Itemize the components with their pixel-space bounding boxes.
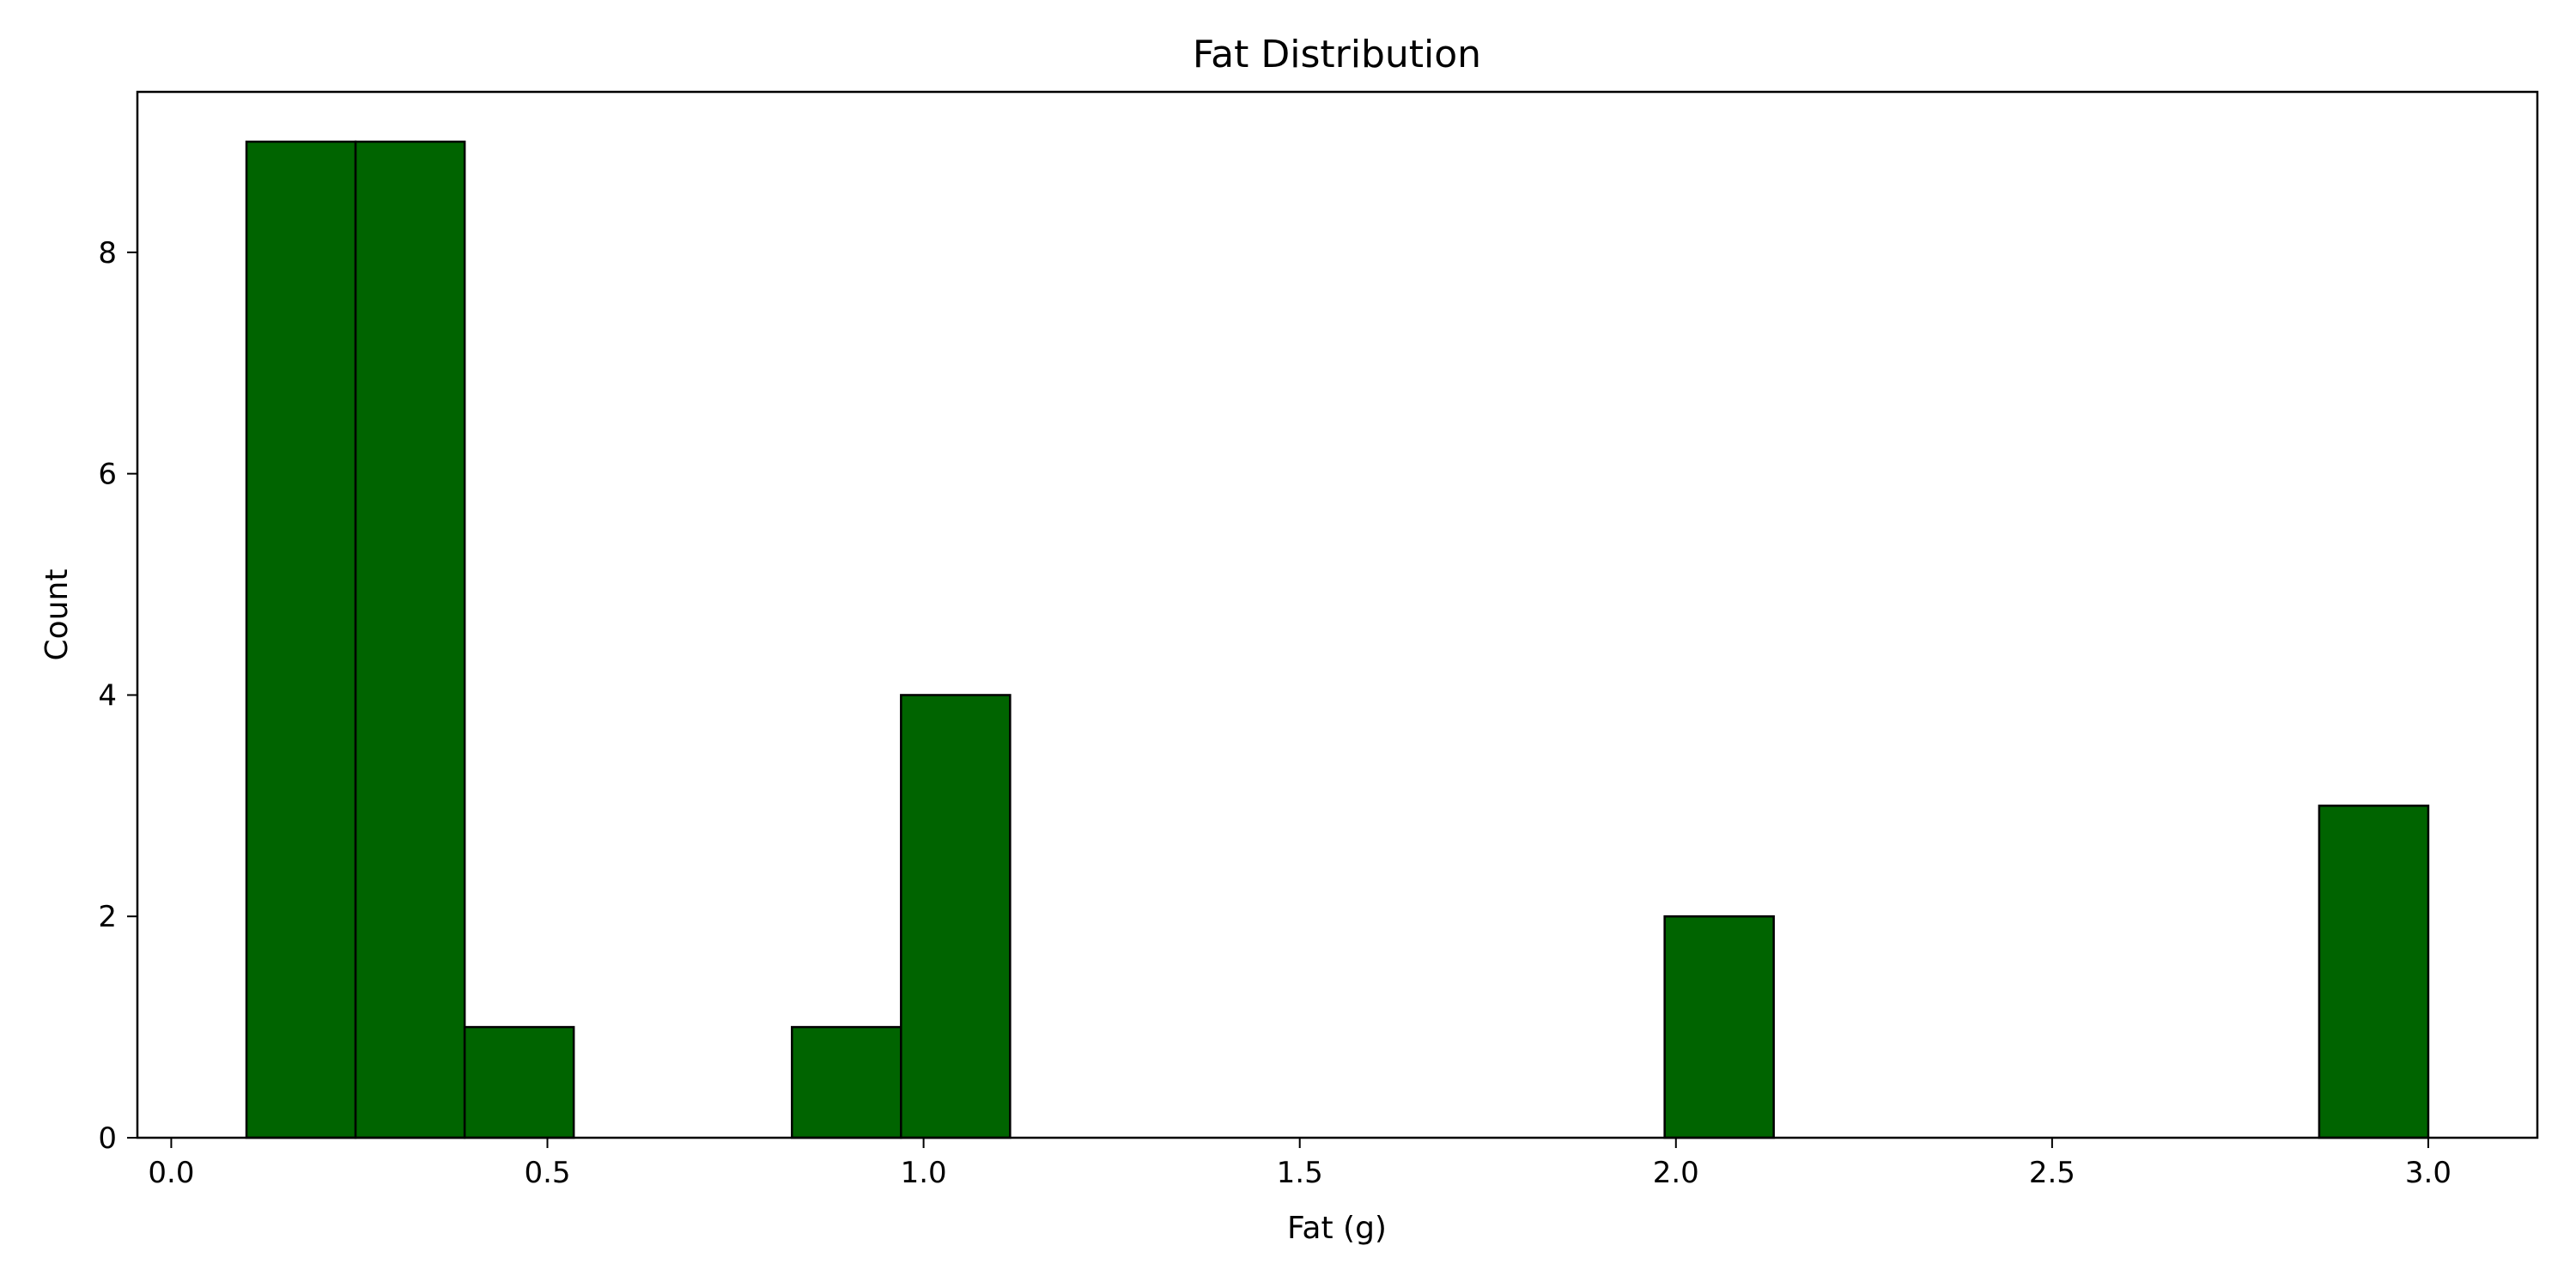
histogram-bar-5 [1663,914,1775,1139]
x-tick-label-6: 3.0 [2405,1156,2451,1190]
y-axis-label: Count [39,569,75,661]
y-tick-label-2: 4 [98,678,117,713]
y-tick-label-0: 0 [98,1121,117,1156]
x-axis-ticks: 0.0 0.5 1.0 1.5 2.0 2.5 3.0 [148,1138,2451,1190]
x-tick-label-3: 1.5 [1277,1156,1323,1190]
x-axis-label: Fat (g) [1287,1211,1387,1246]
chart-title: Fat Distribution [1193,33,1481,76]
y-tick-label-4: 8 [98,236,117,270]
y-axis-ticks: 0 2 4 6 8 [98,236,137,1156]
x-tick-label-1: 0.5 [524,1156,570,1190]
histogram-bar-3 [791,1025,902,1139]
bars-group [245,140,2430,1139]
histogram-bar-0 [245,140,357,1139]
histogram-bar-6 [2318,805,2430,1139]
x-tick-label-2: 1.0 [901,1156,947,1190]
histogram-bar-4 [900,694,1012,1139]
x-tick-label-5: 2.5 [2029,1156,2075,1190]
x-tick-label-0: 0.0 [148,1156,194,1190]
histogram-bar-1 [354,140,466,1139]
y-tick-label-1: 2 [98,900,117,934]
y-tick-label-3: 6 [98,458,117,492]
x-tick-label-4: 2.0 [1653,1156,1699,1190]
histogram-bar-2 [463,1025,575,1139]
plot-frame [136,90,2539,1139]
